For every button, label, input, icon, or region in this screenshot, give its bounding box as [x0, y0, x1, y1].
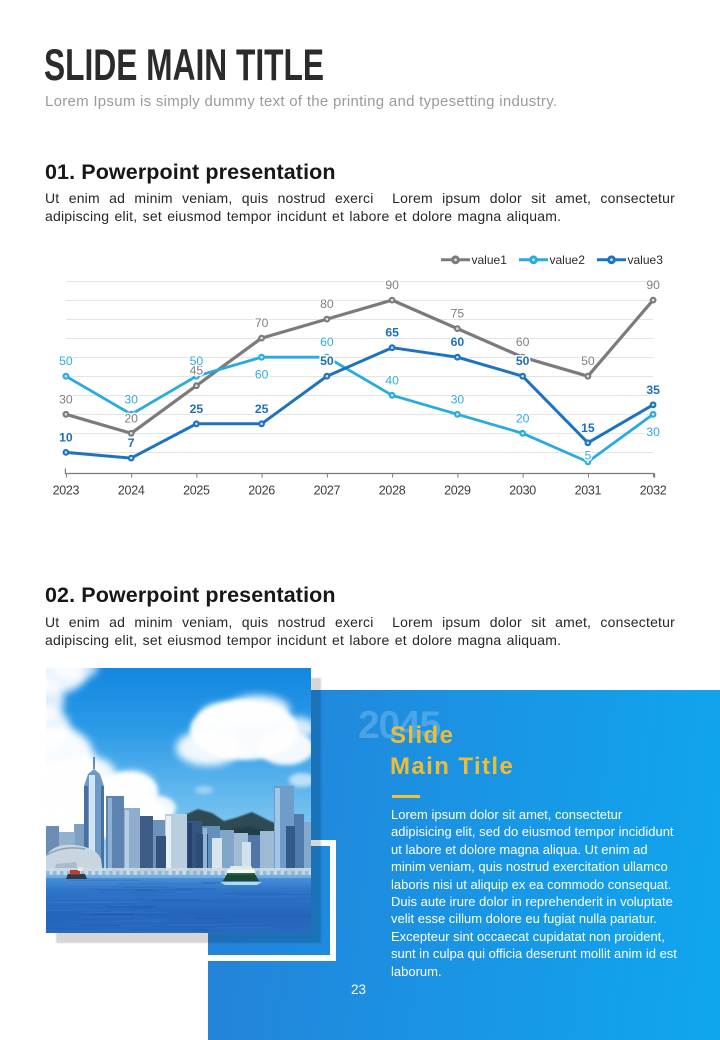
- svg-text:2032: 2032: [640, 484, 667, 498]
- svg-text:30: 30: [59, 392, 73, 406]
- svg-text:25: 25: [255, 402, 269, 416]
- svg-text:2028: 2028: [379, 484, 406, 498]
- svg-text:2031: 2031: [575, 484, 602, 498]
- svg-text:60: 60: [320, 335, 334, 349]
- svg-text:value2: value2: [550, 253, 586, 267]
- svg-text:2025: 2025: [183, 484, 210, 498]
- svg-text:30: 30: [646, 425, 660, 439]
- svg-text:15: 15: [581, 421, 595, 435]
- svg-text:80: 80: [320, 297, 334, 311]
- svg-text:2024: 2024: [118, 484, 145, 498]
- svg-text:65: 65: [385, 326, 399, 340]
- svg-text:50: 50: [516, 354, 530, 368]
- svg-text:30: 30: [451, 392, 465, 406]
- svg-text:5: 5: [585, 449, 592, 463]
- svg-text:60: 60: [451, 335, 465, 349]
- svg-text:20: 20: [124, 411, 138, 425]
- svg-text:60: 60: [255, 368, 269, 382]
- svg-text:2026: 2026: [248, 484, 275, 498]
- svg-text:50: 50: [581, 354, 595, 368]
- svg-text:10: 10: [59, 430, 73, 444]
- svg-text:2029: 2029: [444, 484, 471, 498]
- svg-text:2027: 2027: [314, 484, 341, 498]
- svg-text:40: 40: [385, 373, 399, 387]
- svg-text:value3: value3: [628, 253, 664, 267]
- svg-text:70: 70: [255, 316, 269, 330]
- svg-text:45: 45: [190, 364, 204, 378]
- svg-text:50: 50: [59, 354, 73, 368]
- svg-text:20: 20: [516, 411, 530, 425]
- svg-text:90: 90: [385, 278, 399, 292]
- svg-text:7: 7: [128, 436, 135, 450]
- svg-text:50: 50: [190, 354, 204, 368]
- svg-text:35: 35: [646, 383, 660, 397]
- svg-text:2023: 2023: [53, 484, 80, 498]
- svg-text:60: 60: [516, 335, 530, 349]
- svg-text:90: 90: [646, 278, 660, 292]
- svg-text:2030: 2030: [509, 484, 536, 498]
- svg-text:value1: value1: [472, 253, 508, 267]
- svg-text:25: 25: [190, 402, 204, 416]
- svg-text:30: 30: [124, 392, 138, 406]
- svg-text:50: 50: [320, 354, 334, 368]
- svg-text:75: 75: [451, 307, 465, 321]
